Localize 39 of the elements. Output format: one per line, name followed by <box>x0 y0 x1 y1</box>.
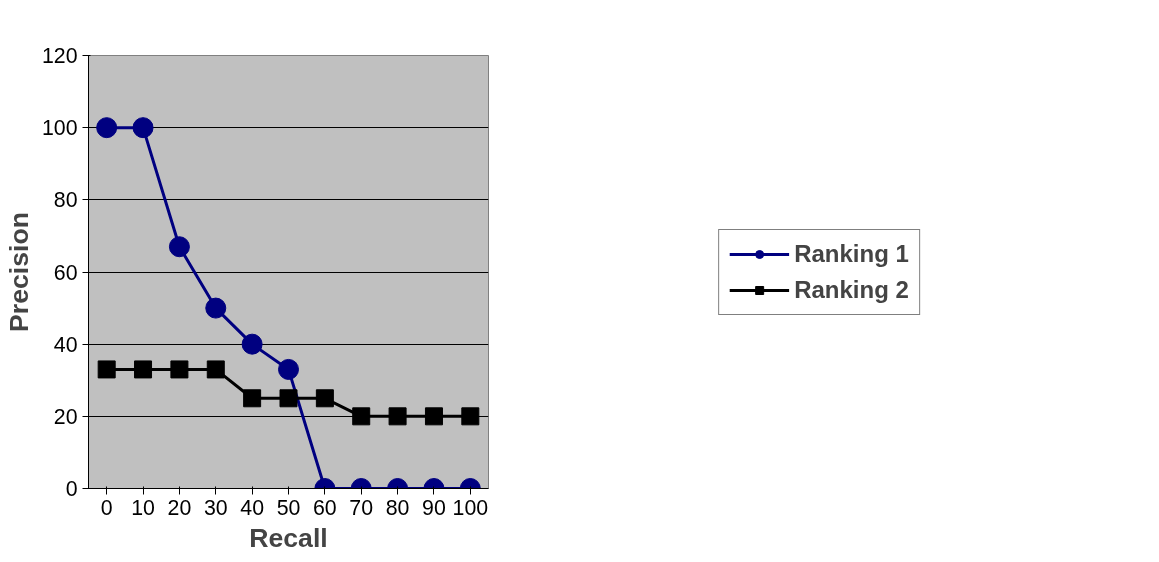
x-tick-label: 90 <box>422 495 446 520</box>
point <box>461 407 480 426</box>
x-tick-label: 30 <box>203 495 228 520</box>
y-tick-label: 20 <box>53 404 78 429</box>
point <box>96 117 118 139</box>
point <box>424 407 443 426</box>
point <box>134 360 153 379</box>
y-tick-label: 100 <box>41 116 78 141</box>
x-tick-label: 50 <box>276 495 301 520</box>
y-tick-label: 80 <box>53 188 78 213</box>
y-tick-label: 0 <box>65 477 78 501</box>
point <box>241 333 263 355</box>
x-tick-label: 80 <box>385 495 410 520</box>
point <box>388 407 407 426</box>
point <box>206 360 225 379</box>
point <box>170 360 189 379</box>
point <box>278 358 299 380</box>
x-tick-label: 40 <box>240 495 265 520</box>
point <box>279 389 298 408</box>
y-axis-title: Precision <box>3 211 34 332</box>
point <box>168 236 190 258</box>
legend-label: Ranking 2 <box>794 275 909 304</box>
x-tick-label: 60 <box>313 495 337 520</box>
x-tick-label: 20 <box>167 495 192 520</box>
x-tick-label: 70 <box>349 495 374 520</box>
legend-label: Ranking 1 <box>794 239 909 268</box>
y-tick-label: 60 <box>53 260 78 285</box>
point <box>205 297 227 319</box>
point <box>97 360 116 379</box>
point <box>243 389 262 408</box>
point <box>315 389 334 408</box>
x-tick-label: 0 <box>100 495 113 520</box>
point <box>352 407 371 426</box>
x-axis-title: Recall <box>249 522 328 553</box>
y-tick-label: 40 <box>53 332 78 357</box>
x-tick-label: 10 <box>131 495 156 520</box>
point <box>132 117 154 139</box>
x-tick-label: 100 <box>452 495 489 520</box>
y-tick-label: 120 <box>41 44 78 68</box>
